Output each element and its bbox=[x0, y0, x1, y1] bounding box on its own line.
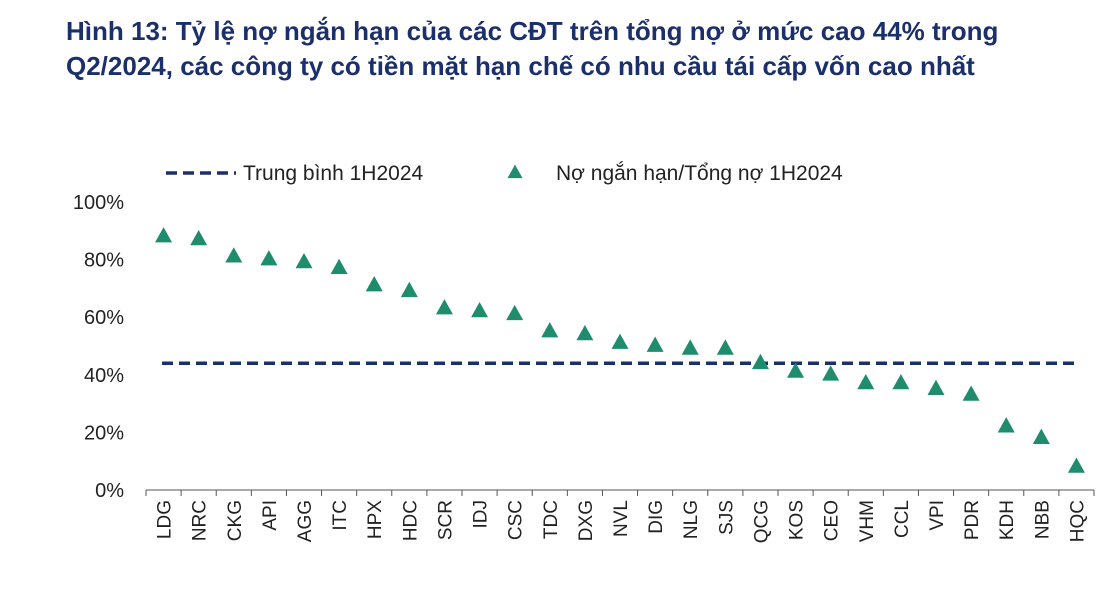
x-tick-label: NVL bbox=[611, 500, 632, 537]
data-point-sjs bbox=[716, 339, 734, 355]
x-tick-label: IDJ bbox=[471, 500, 492, 529]
data-point-qcg bbox=[751, 353, 769, 370]
chart-title-line1: Hình 13: Tỷ lệ nợ ngắn hạn của các CĐT t… bbox=[66, 16, 999, 46]
data-point-ldg bbox=[155, 227, 173, 243]
x-tick-label: TDC bbox=[541, 500, 562, 539]
data-point-ckg bbox=[225, 247, 243, 263]
legend-triangle-swatch bbox=[507, 164, 523, 179]
data-point-nlg bbox=[681, 339, 699, 355]
data-point-nbb bbox=[1032, 428, 1050, 444]
x-tick-label: DXG bbox=[576, 500, 597, 541]
data-point-kos bbox=[787, 362, 805, 378]
x-tick-label: API bbox=[260, 500, 281, 531]
legend-average-label: Trung bình 1H2024 bbox=[243, 162, 424, 185]
y-tick-label: 20% bbox=[84, 422, 124, 444]
x-tick-label: SJS bbox=[716, 500, 737, 535]
data-point-pdr bbox=[962, 385, 980, 401]
data-point-nvl bbox=[611, 333, 629, 349]
x-tick-label: HPX bbox=[365, 500, 386, 539]
legend-series-label: Nợ ngắn hạn/Tổng nợ 1H2024 bbox=[556, 162, 843, 185]
x-tick-label: HDC bbox=[400, 500, 421, 541]
data-point-tdc bbox=[541, 322, 559, 338]
x-tick-label: KDH bbox=[997, 500, 1018, 540]
x-tick-label: NBB bbox=[1032, 500, 1053, 539]
chart-title-line2: Q2/2024, các công ty có tiền mặt hạn chế… bbox=[66, 51, 975, 81]
data-point-scr bbox=[435, 299, 453, 315]
data-point-hdc bbox=[400, 281, 418, 298]
x-tick-label: HQC bbox=[1067, 500, 1088, 542]
x-tick-label: CCL bbox=[892, 500, 913, 538]
data-point-hqc bbox=[1067, 457, 1085, 473]
x-tick-label: ITC bbox=[330, 500, 351, 531]
data-point-kdh bbox=[997, 417, 1015, 433]
data-point-hpx bbox=[365, 276, 383, 292]
data-point-idj bbox=[471, 301, 489, 318]
data-point-vpi bbox=[927, 379, 945, 396]
data-point-agg bbox=[295, 252, 313, 269]
y-axis: 0% 20% 40% 60% 80% 100% bbox=[73, 192, 124, 502]
y-tick-label: 100% bbox=[73, 192, 124, 214]
chart-title: Hình 13: Tỷ lệ nợ ngắn hạn của các CĐT t… bbox=[66, 14, 1106, 84]
data-point-dig bbox=[646, 336, 664, 352]
x-tick-label: LDG bbox=[155, 500, 176, 539]
x-tick-label: NLG bbox=[681, 500, 702, 539]
x-tick-label: DIG bbox=[646, 500, 667, 534]
x-tick-label: VPI bbox=[927, 500, 948, 531]
x-tick-label: AGG bbox=[295, 500, 316, 542]
data-points bbox=[155, 227, 1085, 473]
x-tick-label: QCG bbox=[751, 500, 772, 543]
data-point-dxg bbox=[576, 324, 594, 341]
x-tick-label: CSC bbox=[506, 500, 527, 540]
x-tick-label: KOS bbox=[787, 500, 808, 540]
legend: Trung bình 1H2024 Nợ ngắn hạn/Tổng nợ 1H… bbox=[166, 162, 843, 185]
data-point-ccl bbox=[892, 373, 910, 390]
x-tick-label: NRC bbox=[190, 500, 211, 541]
data-point-csc bbox=[506, 304, 524, 321]
x-tick-label: CKG bbox=[225, 500, 246, 541]
data-point-itc bbox=[330, 258, 348, 275]
data-point-api bbox=[260, 250, 278, 266]
x-tick-label: VHM bbox=[857, 500, 878, 542]
data-point-nrc bbox=[190, 229, 208, 246]
x-tick-label: CEO bbox=[822, 500, 843, 541]
y-tick-label: 0% bbox=[95, 480, 124, 502]
data-point-ceo bbox=[822, 365, 840, 381]
x-tick-label: SCR bbox=[435, 500, 456, 540]
x-tick-label: PDR bbox=[962, 500, 983, 540]
y-tick-label: 40% bbox=[84, 365, 124, 387]
x-axis: LDG NRC CKG API AGG ITC HPX HDC SCR IDJ CSC TDC DXG N… bbox=[145, 489, 1095, 543]
data-point-vhm bbox=[857, 373, 875, 390]
y-tick-label: 80% bbox=[84, 250, 124, 272]
y-tick-label: 60% bbox=[84, 307, 124, 329]
